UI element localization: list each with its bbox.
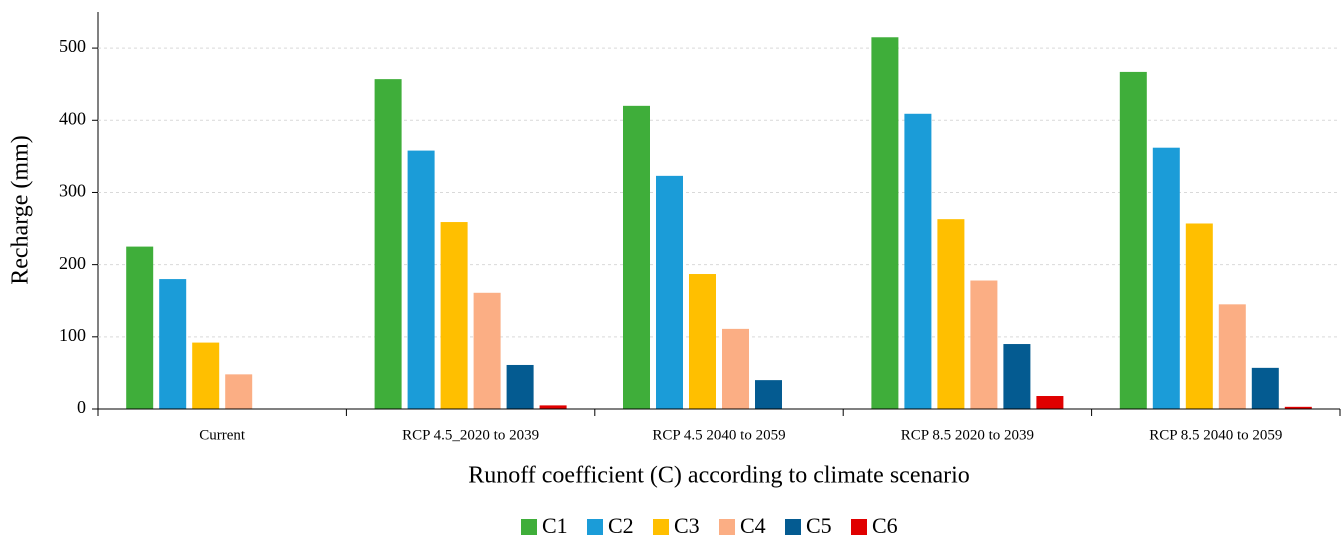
legend-label: C2	[608, 513, 634, 538]
legend-swatch	[851, 519, 867, 535]
bar	[440, 222, 468, 409]
legend-swatch	[719, 519, 735, 535]
legend-label: C5	[806, 513, 832, 538]
bar	[656, 175, 683, 409]
bar	[937, 219, 965, 409]
bar	[1003, 344, 1031, 409]
y-tick-label: 500	[59, 36, 86, 56]
bar	[374, 79, 402, 409]
legend-label: C4	[740, 513, 766, 538]
y-tick-label: 100	[59, 325, 86, 345]
legend-label: C1	[542, 513, 568, 538]
bar	[473, 292, 501, 409]
bar	[1251, 367, 1279, 409]
x-tick-label: RCP 8.5 2040 to 2059	[1149, 427, 1282, 443]
bar	[159, 279, 187, 409]
y-tick-label: 400	[59, 108, 86, 128]
bar	[722, 328, 749, 409]
x-tick-label: RCP 8.5 2020 to 2039	[901, 427, 1034, 443]
bar	[407, 150, 435, 409]
bar	[970, 280, 998, 409]
bar	[1119, 71, 1147, 409]
y-tick-label: 200	[59, 253, 86, 273]
bar	[1185, 223, 1213, 409]
bar	[126, 246, 154, 409]
bar	[1218, 304, 1246, 409]
x-tick-label: Current	[199, 427, 246, 443]
legend-swatch	[785, 519, 801, 535]
bar	[904, 113, 932, 409]
legend-swatch	[653, 519, 669, 535]
x-axis-title: Runoff coefficient (C) according to clim…	[468, 463, 970, 489]
legend-label: C3	[674, 513, 700, 538]
bar	[871, 37, 899, 409]
bar	[623, 105, 650, 409]
bar	[1036, 396, 1064, 409]
x-tick-label: RCP 4.5 2040 to 2059	[652, 427, 785, 443]
bar	[755, 380, 782, 409]
legend-label: C6	[872, 513, 898, 538]
bar	[1284, 406, 1312, 409]
bar	[1152, 147, 1180, 409]
bar	[225, 374, 253, 409]
y-axis-title: Recharge (mm)	[8, 135, 34, 285]
bar	[192, 342, 220, 409]
y-tick-label: 0	[77, 397, 86, 417]
x-tick-label: RCP 4.5_2020 to 2039	[402, 427, 539, 443]
y-tick-label: 300	[59, 181, 86, 201]
bar	[539, 405, 567, 409]
legend-swatch	[587, 519, 603, 535]
legend-swatch	[521, 519, 537, 535]
bar	[506, 364, 534, 409]
bar	[689, 274, 716, 409]
